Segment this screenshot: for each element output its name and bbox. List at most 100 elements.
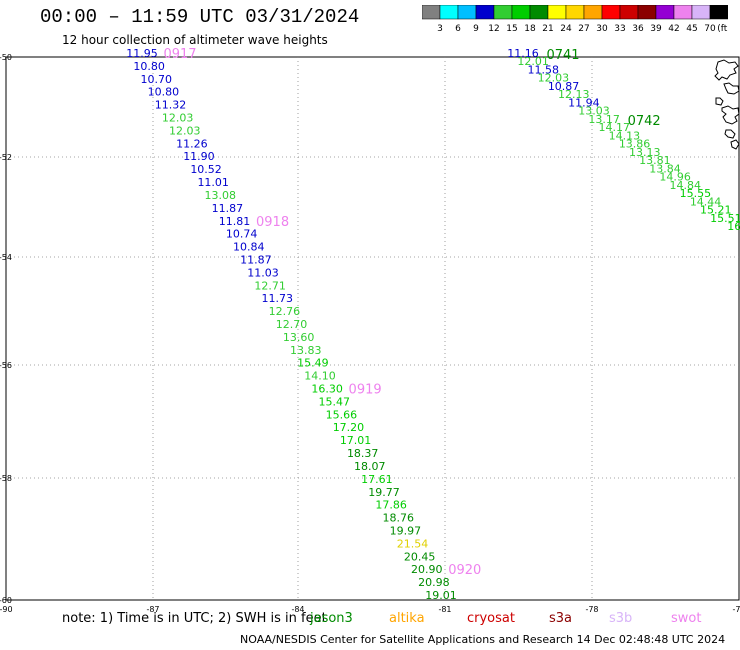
wave-height-value: 11.73 [262, 292, 294, 305]
wave-height-value: 20.90 [411, 563, 443, 576]
legend-tick-label: 30 [596, 24, 608, 34]
latitude-label: -58 [0, 474, 12, 483]
wave-height-value: 11.81 [219, 215, 251, 228]
wave-height-value: 11.26 [176, 137, 208, 150]
legend-swatch [439, 5, 459, 20]
pass-time-label: 0917 [163, 47, 196, 62]
wave-height-value: 18.37 [347, 447, 379, 460]
wave-height-value: 11.90 [183, 150, 215, 163]
wave-height-value: 12.03 [162, 112, 194, 125]
legend-unit-label: (ft) [717, 24, 728, 34]
wave-height-value: 11.16 [507, 47, 539, 60]
wave-height-value: 15.66 [326, 408, 358, 421]
note-text: note: 1) Time is in UTC; 2) SWH is in fe… [62, 611, 327, 626]
footer-credit: NOAA/NESDIS Center for Satellite Applica… [240, 633, 726, 646]
legend-tick-label: 21 [542, 24, 553, 34]
wave-height-value: 20.45 [404, 550, 436, 563]
wave-height-value: 10.87 [548, 80, 580, 93]
legend-swatch [547, 5, 567, 20]
wave-height-value: 10.84 [233, 241, 265, 254]
wave-height-value: 12.70 [276, 318, 308, 331]
wave-height-value: 11.94 [568, 96, 600, 109]
wave-height-value: 16.30 [311, 383, 343, 396]
wave-height-value: 21.54 [397, 537, 429, 550]
wave-height-value: 17.61 [361, 473, 393, 486]
legend-tick-label: 6 [455, 24, 461, 34]
wave-height-value: 10.80 [133, 60, 165, 73]
legend-tick-label: 9 [473, 24, 479, 34]
wave-height-value: 14.84 [670, 179, 702, 192]
latitude-label: -52 [0, 153, 12, 162]
wave-height-value: 13.03 [578, 105, 610, 118]
longitude-label: -81 [438, 605, 451, 614]
legend-tick-label: 36 [632, 24, 644, 34]
wave-height-value: 12.03 [538, 72, 570, 85]
coastline [721, 105, 740, 125]
wave-height-value: 17.01 [340, 434, 372, 447]
satellite-legend-jason3: jason3 [310, 611, 353, 626]
legend-tick-label: 45 [686, 24, 697, 34]
wave-height-value: 15.55 [680, 187, 712, 200]
legend-swatch [601, 5, 621, 20]
legend-swatch [655, 5, 675, 20]
wave-height-value: 11.87 [212, 202, 244, 215]
legend-tick-label: 24 [560, 24, 572, 34]
latitude-label: -60 [0, 596, 12, 605]
pass-time-label: 0918 [256, 215, 289, 230]
wave-height-value: 14.44 [690, 195, 722, 208]
wave-height-value: 14.10 [304, 370, 336, 383]
wave-height-value: 13.13 [629, 146, 661, 159]
wave-height-value: 10.52 [190, 163, 222, 176]
wave-height-value: 11.58 [528, 63, 560, 76]
wave-height-value: 11.32 [155, 99, 187, 112]
wave-height-value: 14.13 [609, 129, 641, 142]
wave-height-value: 13.83 [290, 344, 322, 357]
legend-swatch [619, 5, 639, 20]
wave-height-value: 10.74 [226, 228, 258, 241]
satellite-legend-s3b: s3b [609, 611, 633, 626]
satellite-legend-swot: swot [671, 611, 702, 626]
page-title: 00:00 – 11:59 UTC 03/31/2024 [40, 6, 360, 28]
wave-height-value: 19.01 [425, 589, 457, 602]
legend-tick-label: 15 [506, 24, 517, 34]
longitude-label: -75 [732, 605, 740, 614]
wave-height-value: 15.51 [710, 212, 740, 225]
legend-swatch [493, 5, 513, 20]
wave-height-value: 11.01 [197, 176, 229, 189]
wave-height-value: 14.17 [599, 121, 631, 134]
wave-height-value: 19.77 [368, 486, 400, 499]
latitude-label: -50 [0, 53, 12, 62]
legend-swatch [637, 5, 657, 20]
legend-swatch [475, 5, 495, 20]
legend-swatch [529, 5, 549, 20]
legend-swatch [422, 5, 441, 20]
wave-height-value: 13.08 [205, 189, 237, 202]
wave-height-value: 11.03 [247, 266, 279, 279]
satellite-legend-s3a: s3a [549, 611, 573, 626]
pass-time-label: 0920 [448, 563, 481, 578]
legend-swatch [511, 5, 531, 20]
wave-height-value: 13.17 [588, 113, 620, 126]
legend-tick-label: 3 [437, 24, 443, 34]
wave-height-value: 17.86 [375, 499, 407, 512]
latitude-label: -54 [0, 253, 12, 262]
wave-height-value: 13.86 [619, 138, 651, 151]
wave-height-value: 18.07 [354, 460, 386, 473]
wave-height-value: 12.13 [558, 88, 590, 101]
legend-tick-label: 33 [614, 24, 625, 34]
wave-height-value: 11.87 [240, 253, 272, 266]
wave-height-value: 16. [727, 220, 740, 233]
pass-time-label: 0919 [349, 383, 382, 398]
map-border [5, 56, 740, 601]
wave-height-value: 15.47 [318, 395, 350, 408]
wave-height-value: 18.76 [383, 512, 415, 525]
coastline [715, 97, 724, 106]
wave-height-value: 10.70 [140, 73, 172, 86]
pass-time-label: 0742 [628, 114, 661, 129]
longitude-label: -90 [0, 605, 13, 614]
coastline [723, 82, 740, 95]
pass-time-label: 0741 [546, 48, 579, 63]
wave-height-value: 14.96 [659, 171, 691, 184]
